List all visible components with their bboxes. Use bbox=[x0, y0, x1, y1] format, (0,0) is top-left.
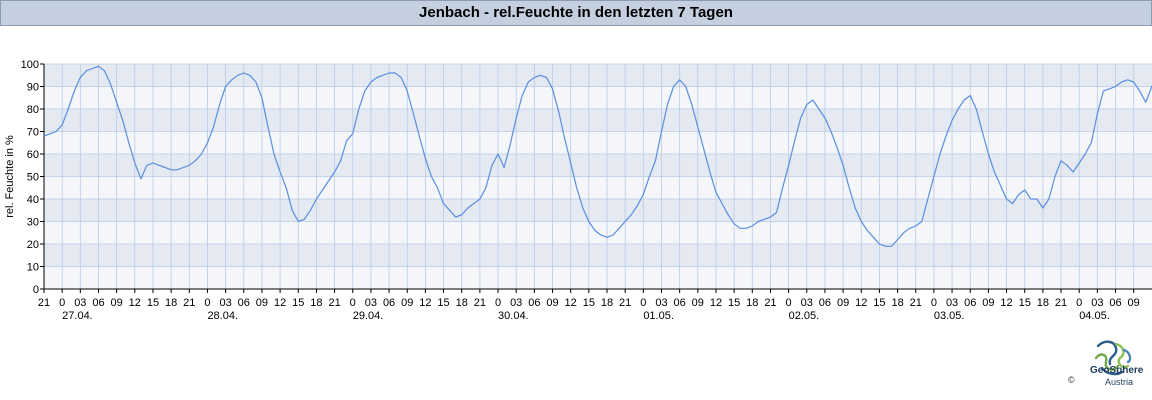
y-tick-label: 0 bbox=[33, 284, 39, 296]
logo-subtitle: Austria bbox=[1105, 377, 1134, 387]
plot-band bbox=[44, 176, 1152, 199]
x-tick-label: 21 bbox=[328, 297, 340, 309]
x-tick-label: 0 bbox=[59, 297, 65, 309]
y-tick-label: 90 bbox=[27, 82, 39, 94]
x-tick-label: 15 bbox=[292, 297, 304, 309]
x-tick-label: 15 bbox=[873, 297, 885, 309]
x-tick-label: 03 bbox=[655, 297, 667, 309]
chart-title: Jenbach - rel.Feuchte in den letzten 7 T… bbox=[419, 4, 733, 21]
date-label: 03.05. bbox=[934, 310, 965, 322]
y-tick-label: 80 bbox=[27, 104, 39, 116]
x-tick-label: 15 bbox=[437, 297, 449, 309]
plot-band bbox=[44, 266, 1152, 289]
x-tick-label: 03 bbox=[365, 297, 377, 309]
y-tick-label: 30 bbox=[27, 217, 39, 229]
x-tick-label: 18 bbox=[456, 297, 468, 309]
x-tick-label: 12 bbox=[710, 297, 722, 309]
geosphere-logo-icon bbox=[1094, 340, 1132, 376]
date-label: 30.04. bbox=[498, 310, 529, 322]
x-tick-label: 06 bbox=[674, 297, 686, 309]
plot-band bbox=[44, 154, 1152, 177]
x-tick-label: 21 bbox=[183, 297, 195, 309]
y-tick-label: 10 bbox=[27, 262, 39, 274]
chart-title-bar: Jenbach - rel.Feuchte in den letzten 7 T… bbox=[0, 0, 1152, 26]
x-tick-label: 18 bbox=[601, 297, 613, 309]
x-tick-label: 03 bbox=[74, 297, 86, 309]
plot-band bbox=[44, 109, 1152, 132]
x-tick-label: 15 bbox=[583, 297, 595, 309]
y-tick-label: 100 bbox=[21, 59, 39, 71]
x-tick-label: 0 bbox=[204, 297, 210, 309]
y-tick-label: 60 bbox=[27, 149, 39, 161]
plot-band bbox=[44, 131, 1152, 154]
x-tick-label: 12 bbox=[274, 297, 286, 309]
plot-band bbox=[44, 199, 1152, 222]
x-tick-label: 18 bbox=[891, 297, 903, 309]
copyright-symbol: © bbox=[1068, 375, 1075, 385]
date-label: 29.04. bbox=[353, 310, 384, 322]
x-tick-label: 18 bbox=[746, 297, 758, 309]
x-tick-label: 21 bbox=[1055, 297, 1067, 309]
x-tick-label: 03 bbox=[1091, 297, 1103, 309]
date-label: 02.05. bbox=[789, 310, 820, 322]
x-tick-label: 18 bbox=[310, 297, 322, 309]
y-tick-label: 50 bbox=[27, 172, 39, 184]
x-tick-label: 15 bbox=[147, 297, 159, 309]
x-tick-label: 09 bbox=[692, 297, 704, 309]
x-tick-label: 03 bbox=[801, 297, 813, 309]
x-tick-label: 09 bbox=[837, 297, 849, 309]
x-tick-label: 09 bbox=[1128, 297, 1140, 309]
x-tick-label: 12 bbox=[129, 297, 141, 309]
logo-name: GeoSphere bbox=[1090, 365, 1144, 376]
x-tick-label: 21 bbox=[619, 297, 631, 309]
x-tick-label: 18 bbox=[165, 297, 177, 309]
date-label: 04.05. bbox=[1079, 310, 1110, 322]
humidity-series-line bbox=[43, 65, 1152, 247]
x-tick-label: 09 bbox=[256, 297, 268, 309]
x-tick-label: 0 bbox=[495, 297, 501, 309]
x-tick-label: 06 bbox=[819, 297, 831, 309]
x-tick-label: 12 bbox=[855, 297, 867, 309]
x-tick-label: 0 bbox=[931, 297, 937, 309]
plot-band bbox=[44, 86, 1152, 109]
plot-band bbox=[44, 64, 1152, 87]
x-tick-label: 0 bbox=[640, 297, 646, 309]
x-tick-label: 15 bbox=[728, 297, 740, 309]
y-axis-title: rel. Feuchte in % bbox=[4, 135, 16, 218]
y-tick-label: 20 bbox=[27, 239, 39, 251]
y-tick-label: 40 bbox=[27, 194, 39, 206]
x-tick-label: 12 bbox=[419, 297, 431, 309]
x-tick-label: 0 bbox=[350, 297, 356, 309]
date-label: 27.04. bbox=[62, 310, 93, 322]
x-tick-label: 03 bbox=[510, 297, 522, 309]
x-tick-label: 03 bbox=[946, 297, 958, 309]
x-tick-label: 06 bbox=[383, 297, 395, 309]
date-label: 01.05. bbox=[643, 310, 674, 322]
x-tick-label: 06 bbox=[238, 297, 250, 309]
x-tick-label: 09 bbox=[546, 297, 558, 309]
x-tick-label: 0 bbox=[786, 297, 792, 309]
x-tick-label: 03 bbox=[219, 297, 231, 309]
x-tick-label: 21 bbox=[910, 297, 922, 309]
x-tick-label: 21 bbox=[474, 297, 486, 309]
x-tick-label: 09 bbox=[401, 297, 413, 309]
x-tick-label: 06 bbox=[92, 297, 104, 309]
x-tick-label: 21 bbox=[38, 297, 50, 309]
x-tick-label: 18 bbox=[1037, 297, 1049, 309]
x-tick-label: 12 bbox=[565, 297, 577, 309]
y-tick-label: 70 bbox=[27, 127, 39, 139]
x-tick-label: 21 bbox=[764, 297, 776, 309]
x-tick-label: 06 bbox=[1109, 297, 1121, 309]
x-tick-label: 12 bbox=[1000, 297, 1012, 309]
plot-band bbox=[44, 244, 1152, 267]
x-tick-label: 0 bbox=[1076, 297, 1082, 309]
x-tick-label: 09 bbox=[111, 297, 123, 309]
x-tick-label: 06 bbox=[528, 297, 540, 309]
x-tick-label: 15 bbox=[1019, 297, 1031, 309]
x-tick-label: 09 bbox=[982, 297, 994, 309]
x-tick-label: 06 bbox=[964, 297, 976, 309]
date-label: 28.04. bbox=[207, 310, 238, 322]
